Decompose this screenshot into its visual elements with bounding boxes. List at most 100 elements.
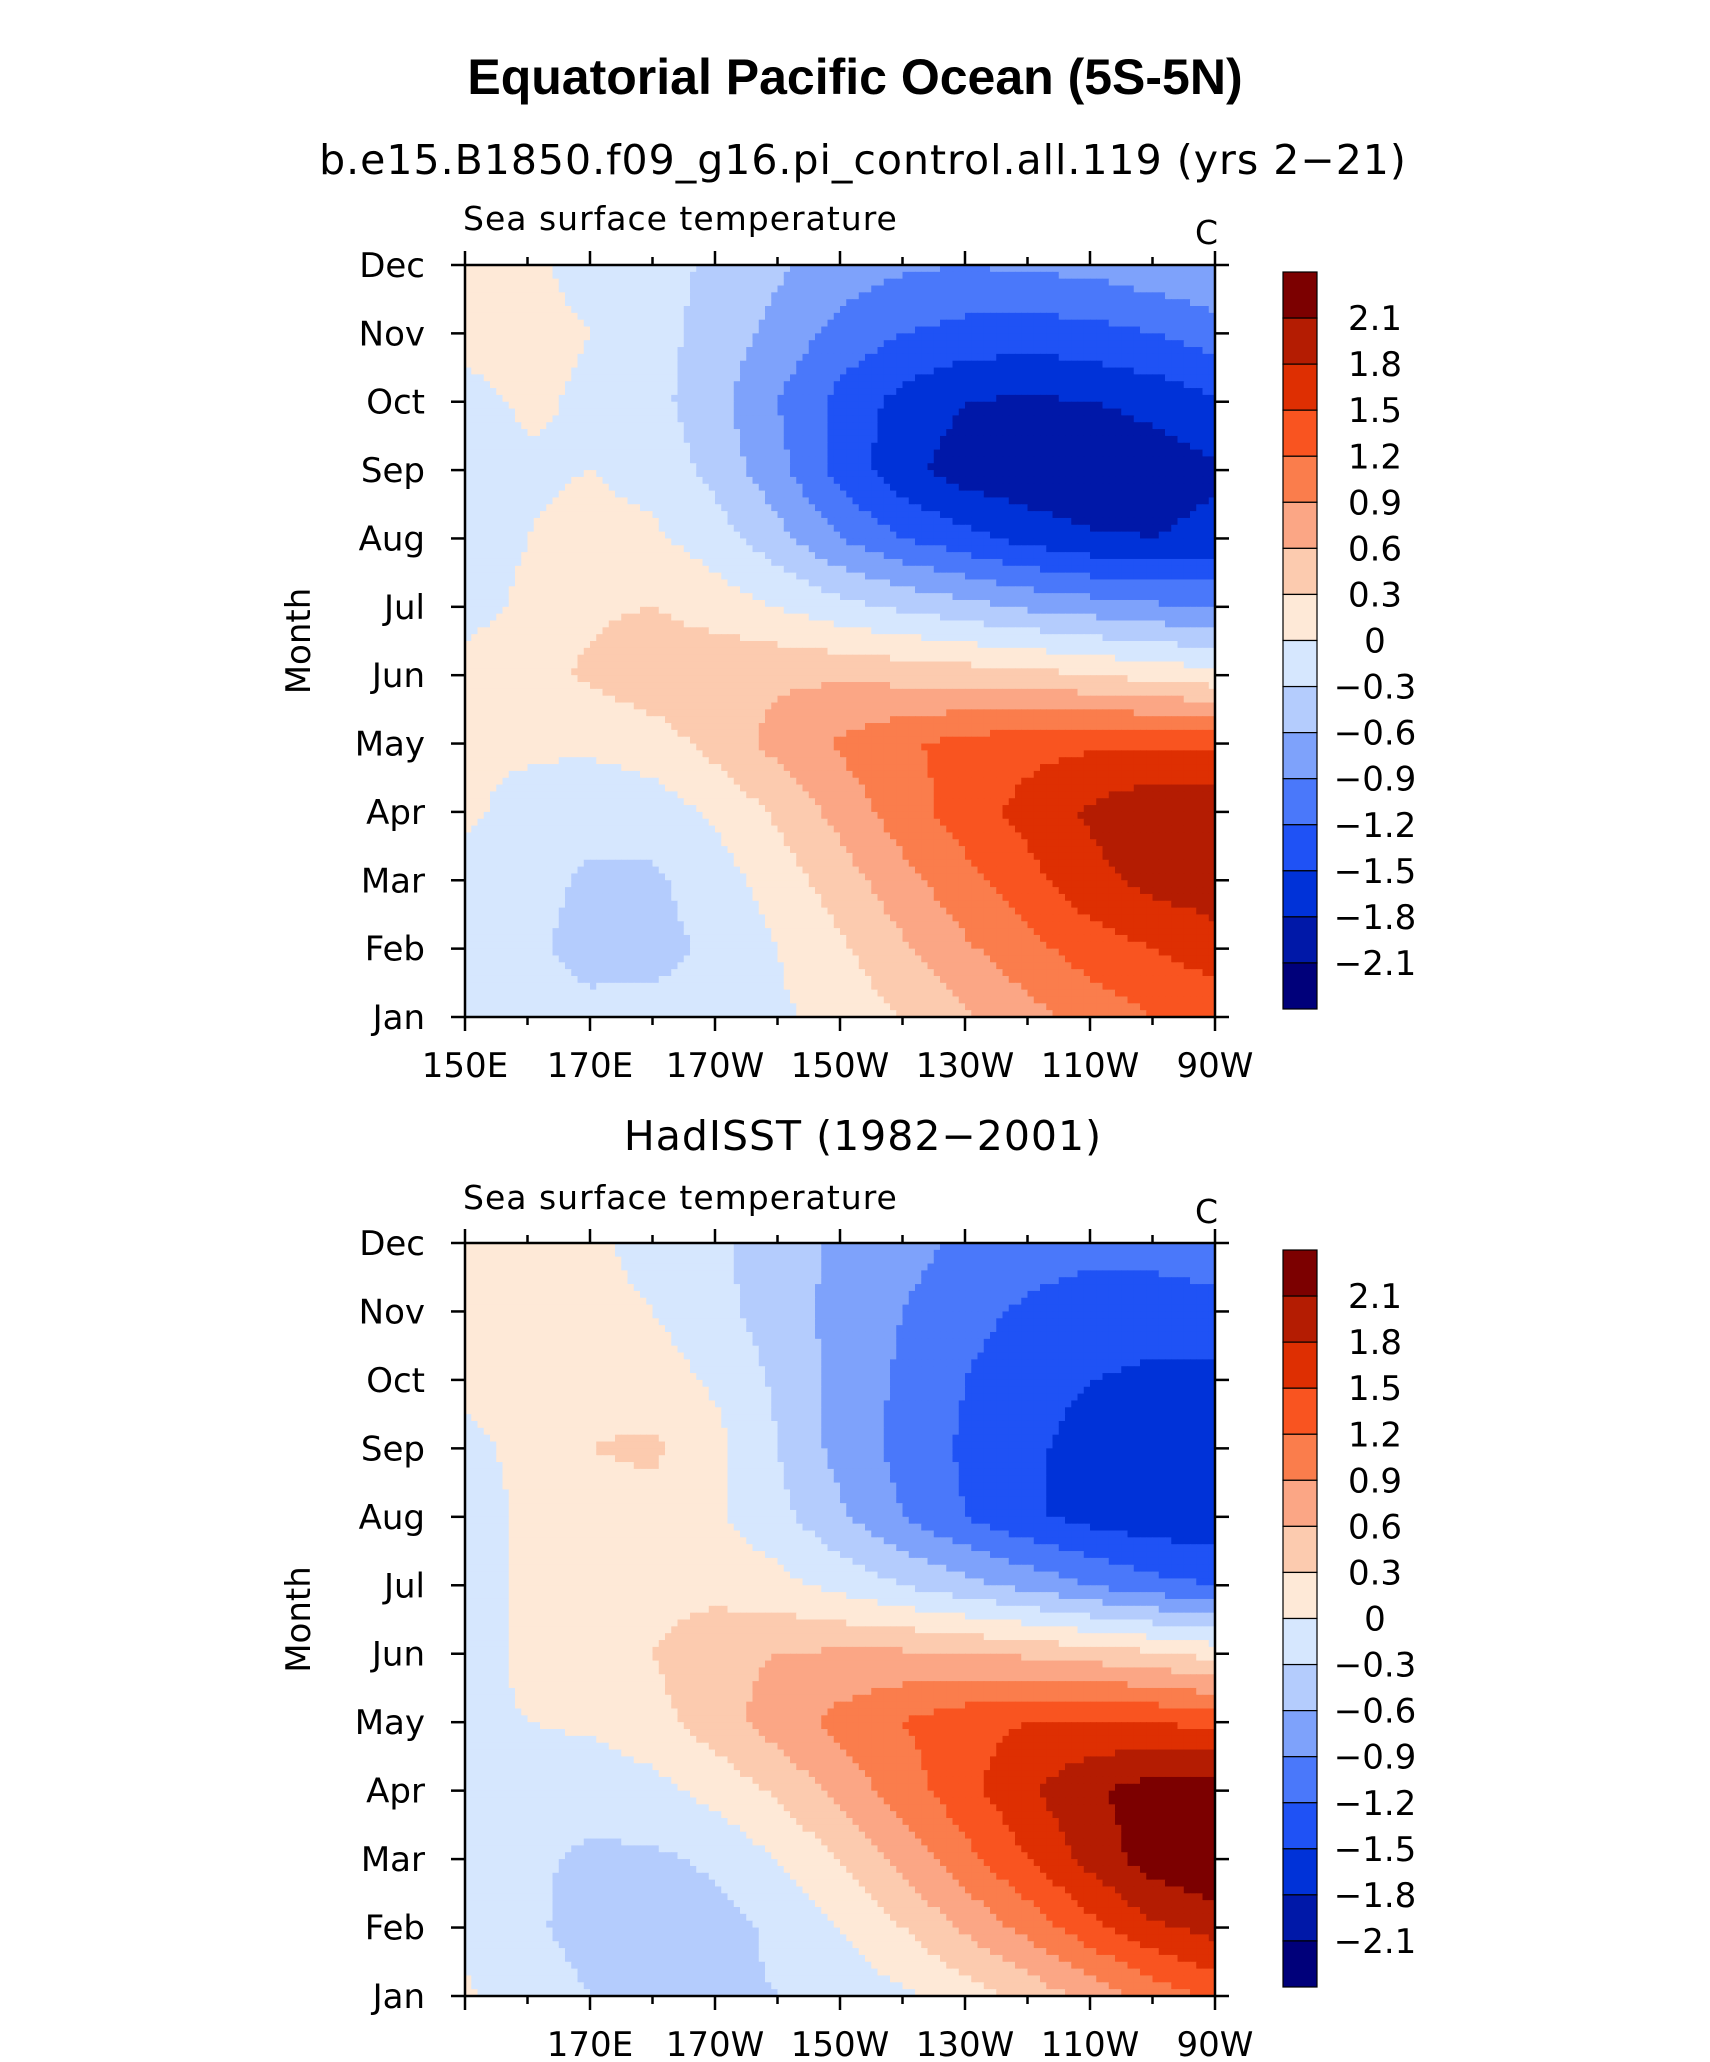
contour-cell <box>1196 497 1204 505</box>
contour-cell <box>465 367 472 375</box>
contour-cell <box>658 381 666 389</box>
contour-cell <box>608 306 616 314</box>
contour-cell <box>1065 265 1072 273</box>
contour-cell <box>983 381 991 389</box>
contour-cell <box>815 463 822 471</box>
contour-cell <box>733 285 741 293</box>
contour-cell <box>540 367 547 375</box>
contour-cell <box>902 524 910 533</box>
contour-cell <box>1008 429 1016 437</box>
contour-cell <box>1077 511 1085 519</box>
contour-cell <box>490 545 497 553</box>
contour-cell <box>727 408 735 416</box>
contour-cell <box>940 511 947 519</box>
contour-cell <box>1133 483 1141 492</box>
contour-cell <box>1190 538 1197 546</box>
contour-cell <box>771 299 779 307</box>
contour-cell <box>727 319 735 328</box>
contour-cell <box>815 306 822 314</box>
contour-cell <box>1071 490 1079 499</box>
contour-cell <box>877 401 885 410</box>
contour-cell <box>1127 292 1135 300</box>
contour-cell <box>1015 476 1022 485</box>
contour-cell <box>1046 299 1054 307</box>
contour-cell <box>471 490 479 499</box>
contour-cell <box>1040 299 1047 307</box>
contour-cell <box>702 394 710 403</box>
contour-cell <box>715 292 722 300</box>
contour-cell <box>702 299 710 307</box>
contour-cell <box>496 504 504 512</box>
contour-cell <box>683 347 691 355</box>
contour-cell <box>496 408 504 416</box>
contour-cell <box>621 278 629 287</box>
contour-cell <box>940 442 947 451</box>
contour-cell <box>865 374 872 382</box>
contour-cell <box>1152 333 1160 341</box>
contour-cell <box>1183 333 1191 341</box>
contour-cell <box>483 429 491 437</box>
contour-cell <box>890 408 897 416</box>
contour-cell <box>1040 374 1047 382</box>
contour-cell <box>1177 340 1185 348</box>
contour-cell <box>915 326 922 334</box>
contour-cell <box>1171 531 1179 540</box>
contour-cell <box>752 265 760 273</box>
contour-cell <box>721 271 729 280</box>
contour-cell <box>708 511 716 519</box>
contour-cell <box>615 408 622 416</box>
contour-cell <box>933 340 941 348</box>
contour-cell <box>1102 360 1110 369</box>
contour-cell <box>1177 292 1185 300</box>
contour-cell <box>1096 367 1104 375</box>
contour-cell <box>502 374 510 382</box>
contour-cell <box>915 285 922 293</box>
contour-cell <box>815 415 822 423</box>
contour-cell <box>1090 312 1097 321</box>
contour-cell <box>815 422 822 430</box>
contour-cell <box>633 483 641 492</box>
contour-cell <box>540 340 547 348</box>
contour-cell <box>846 470 854 478</box>
contour-cell <box>1165 511 1172 519</box>
contour-cell <box>852 285 860 293</box>
contour-cell <box>1027 511 1035 519</box>
contour-cell <box>915 442 922 451</box>
contour-cell <box>602 394 610 403</box>
contour-cell <box>965 483 972 492</box>
contour-cell <box>627 333 635 341</box>
contour-cell <box>1090 408 1097 416</box>
contour-cell <box>796 511 804 519</box>
contour-cell <box>652 435 660 444</box>
contour-cell <box>1196 429 1204 437</box>
contour-cell <box>1196 476 1204 485</box>
contour-cell <box>1027 401 1035 410</box>
contour-cell <box>1102 517 1110 526</box>
contour-cell <box>940 463 947 471</box>
contour-cell <box>646 483 654 492</box>
contour-cell <box>971 265 979 273</box>
contour-cell <box>1058 490 1066 499</box>
contour-cell <box>771 381 779 389</box>
contour-cell <box>790 306 797 314</box>
contour-cell <box>1077 415 1085 423</box>
contour-cell <box>1177 319 1185 328</box>
contour-cell <box>840 271 847 280</box>
contour-cell <box>527 545 535 553</box>
contour-cell <box>833 463 841 471</box>
contour-cell <box>1096 531 1104 540</box>
contour-cell <box>527 367 535 375</box>
contour-cell <box>752 511 760 519</box>
contour-cell <box>533 306 541 314</box>
contour-cell <box>671 483 679 492</box>
contour-cell <box>1152 299 1160 307</box>
contour-cell <box>1146 374 1154 382</box>
contour-cell <box>502 504 510 512</box>
contour-cell <box>1108 319 1116 328</box>
contour-cell <box>1083 312 1091 321</box>
contour-cell <box>1183 394 1191 403</box>
contour-cell <box>933 490 941 499</box>
contour-cell <box>533 511 541 519</box>
contour-cell <box>608 435 616 444</box>
contour-cell <box>621 367 629 375</box>
